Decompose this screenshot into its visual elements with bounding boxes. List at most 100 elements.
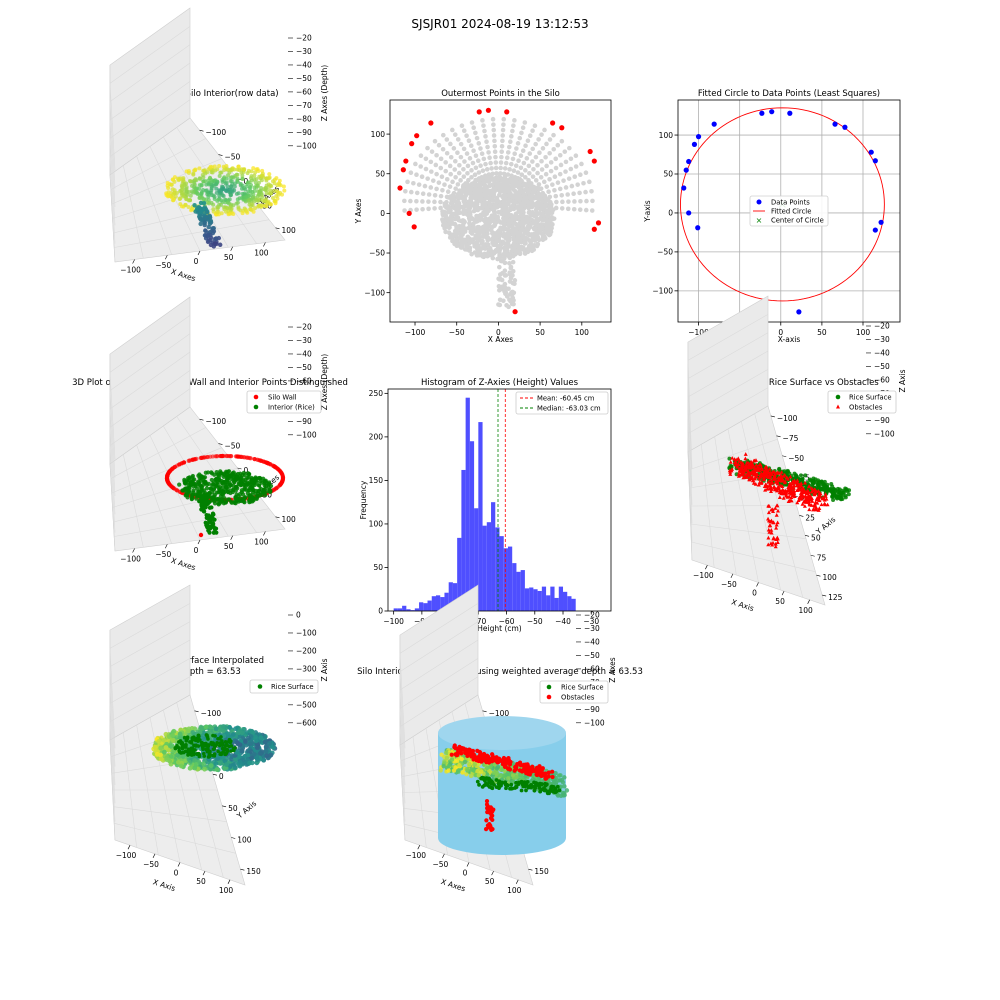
data-point: [224, 167, 229, 172]
data-point: [507, 167, 512, 172]
data-point: [499, 154, 504, 160]
z-tick-label: −50: [296, 74, 312, 83]
chart-title: Fitted Circle to Data Points (Least Squa…: [698, 89, 880, 99]
data-point: [523, 174, 528, 180]
data-point: [527, 238, 533, 244]
histogram-bar: [533, 589, 538, 611]
data-point: [198, 489, 203, 494]
z-tick-label: −20: [296, 323, 312, 332]
data-point: [184, 478, 189, 483]
data-point: [244, 455, 249, 460]
data-point: [521, 200, 526, 206]
data-point: [191, 484, 196, 489]
data-point: [204, 495, 209, 500]
data-point: [252, 456, 257, 462]
data-point: [539, 158, 544, 164]
x-tick: [730, 573, 734, 578]
data-point: [214, 490, 219, 495]
data-point: [496, 302, 501, 307]
data-point: [197, 176, 202, 181]
data-point: [466, 215, 472, 221]
legend-label: Mean: -60.45 cm: [537, 395, 595, 403]
data-point: [551, 132, 556, 138]
data-point: [498, 160, 504, 165]
data-point: [495, 177, 501, 183]
y-tick-label: 150: [246, 867, 261, 876]
data-point: [240, 191, 245, 196]
data-point: [491, 194, 496, 199]
data-point: [453, 174, 458, 180]
data-point: [443, 168, 449, 174]
histogram-bar: [495, 527, 500, 611]
data-point: [459, 123, 465, 129]
data-point: [548, 202, 553, 208]
x-axis-label: Height (cm): [477, 624, 522, 633]
gridline: [109, 138, 116, 226]
data-point: [211, 207, 216, 212]
data-point: [536, 137, 541, 142]
data-point: [259, 186, 264, 191]
x-tick: [230, 535, 233, 540]
data-point: [220, 492, 226, 497]
data-point: [459, 243, 465, 249]
data-point: [503, 160, 509, 166]
data-point: [510, 268, 516, 274]
x-tick-label: −50: [155, 261, 171, 270]
data-point: [464, 237, 470, 243]
data-point: [456, 217, 462, 223]
data-point: [483, 134, 488, 139]
data-point: [206, 178, 211, 183]
data-point: [511, 290, 517, 296]
y-tick-label: 150: [369, 476, 384, 485]
data-point: [481, 244, 487, 250]
data-point: [215, 482, 220, 487]
data-point: [563, 159, 569, 165]
z-tick-label: −30: [296, 47, 312, 56]
data-point: [825, 482, 830, 487]
x-tick: [132, 548, 135, 553]
data-point: [189, 206, 194, 211]
data-point: [205, 233, 210, 238]
data-point: [500, 127, 506, 133]
y-tick-label: 0: [219, 772, 224, 781]
data-point: [493, 160, 499, 165]
data-point: [244, 195, 249, 200]
data-point: [552, 187, 557, 193]
data-point: [492, 242, 498, 248]
data-point: [227, 484, 232, 489]
data-point: [495, 198, 501, 204]
data-point: [491, 127, 497, 133]
x-tick-label: −100: [405, 328, 426, 337]
data-point: [579, 161, 584, 167]
data-point: [516, 158, 521, 164]
data-point: [253, 206, 258, 211]
data-point: [278, 190, 283, 195]
data-point: [533, 178, 539, 183]
data-point: [502, 260, 508, 266]
data-point: [567, 145, 572, 151]
data-point: [234, 172, 239, 177]
data-point: [537, 150, 542, 156]
data-point: [247, 199, 252, 204]
data-point: [166, 190, 171, 195]
data-point: [577, 190, 582, 196]
data-point: [530, 159, 535, 164]
data-point: [197, 166, 202, 171]
data-point: [777, 466, 782, 471]
data-point: [262, 480, 267, 486]
z-tick-label: −70: [296, 101, 312, 110]
data-point: [480, 118, 485, 123]
data-point: [259, 173, 264, 178]
data-point: [212, 529, 217, 535]
data-point: [448, 215, 454, 221]
data-point: [183, 493, 188, 498]
data-point: [566, 176, 572, 181]
x-axis-label: X Axis: [730, 597, 755, 613]
data-point: [249, 182, 254, 187]
data-point: [487, 245, 493, 251]
data-point: [253, 180, 258, 185]
data-point: [254, 495, 259, 500]
data-point: [500, 204, 505, 210]
y-axis-label: Y Axis: [234, 799, 258, 821]
outer-point: [476, 109, 482, 115]
